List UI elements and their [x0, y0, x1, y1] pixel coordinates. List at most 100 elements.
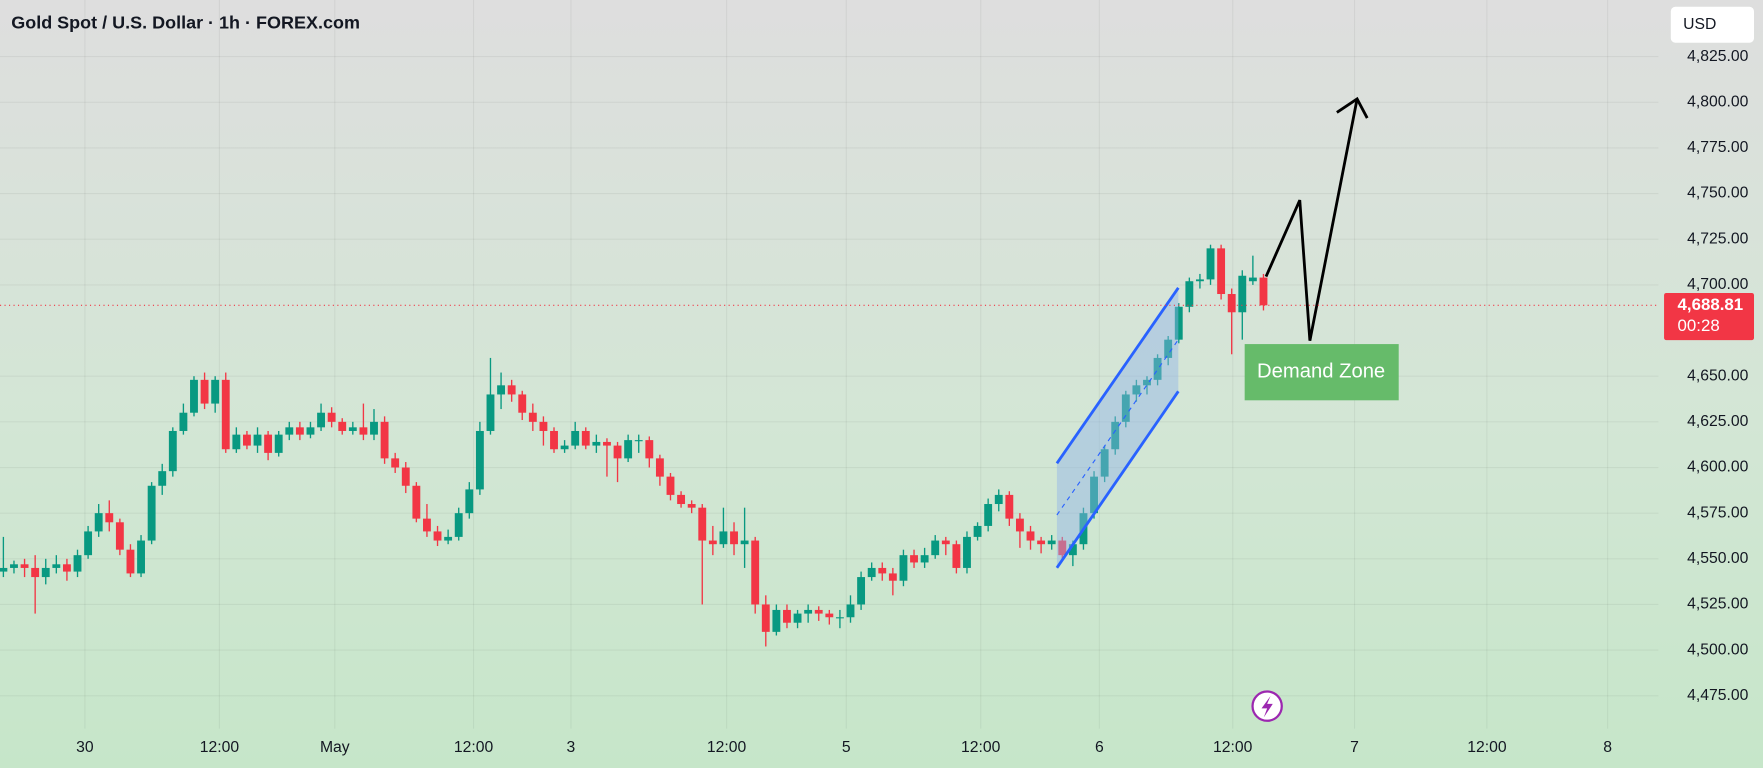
candle-body: [1174, 306, 1183, 340]
arrow-head: [1336, 96, 1369, 119]
y-tick-label: 4,600.00: [1687, 459, 1748, 476]
candle-body: [1132, 385, 1141, 395]
candle-body: [0, 567, 8, 572]
y-tick-label: 4,525.00: [1687, 596, 1748, 613]
y-tick-label: 4,750.00: [1687, 185, 1748, 202]
candle-body: [984, 504, 993, 526]
candle-body: [179, 412, 188, 431]
candle-body: [507, 385, 516, 395]
candle-body: [666, 476, 675, 495]
candle-body: [200, 379, 209, 404]
candle-body: [1005, 494, 1014, 519]
candle-body: [84, 531, 93, 556]
candle-body: [772, 609, 781, 632]
candle-body: [571, 430, 580, 446]
price-box: [1664, 292, 1755, 341]
candle-body: [952, 544, 961, 568]
y-tick-label: 4,475.00: [1687, 687, 1748, 704]
candle-body: [634, 440, 643, 442]
x-tick-label: 6: [1095, 739, 1104, 756]
candle-body: [380, 421, 389, 459]
projection-arrow: [1264, 96, 1369, 341]
candle-body: [221, 379, 230, 450]
candle-body: [465, 489, 474, 514]
candle-body: [31, 567, 40, 578]
candle-body: [105, 513, 114, 523]
candle-body: [158, 471, 167, 486]
y-tick-label: 4,500.00: [1687, 641, 1748, 658]
candle-body: [1259, 277, 1268, 306]
candle-body: [931, 540, 940, 556]
candle-body: [497, 385, 506, 395]
candle-body: [486, 394, 495, 431]
x-tick-label: 12:00: [707, 739, 747, 756]
candle-body: [941, 540, 950, 545]
candle-body: [359, 427, 368, 435]
candle-body: [539, 421, 548, 431]
candle-body: [730, 531, 738, 545]
candle-body: [1195, 279, 1204, 282]
candle-body: [645, 440, 654, 459]
candle-body: [878, 567, 887, 574]
candle-body: [1217, 248, 1226, 295]
candles: [0, 244, 1268, 647]
candle-body: [1090, 476, 1098, 514]
lightning-icon[interactable]: [1251, 690, 1283, 722]
candle-body: [910, 555, 918, 563]
y-tick-label: 4,775.00: [1687, 139, 1748, 156]
x-tick-label: 12:00: [200, 739, 240, 756]
currency-box[interactable]: [1670, 6, 1755, 43]
candle-body: [137, 540, 145, 574]
candle-body: [899, 555, 908, 581]
y-tick-label: 4,725.00: [1687, 230, 1748, 247]
candle-body: [190, 379, 198, 413]
candle-body: [401, 467, 410, 486]
candle-body: [1206, 248, 1215, 280]
candle-body: [1037, 540, 1046, 545]
x-tick-label: 7: [1350, 739, 1359, 756]
x-tick-label: 12:00: [961, 739, 1001, 756]
candle-body: [920, 555, 929, 563]
channel-fill: [1056, 287, 1179, 568]
candle-body: [994, 494, 1003, 505]
candle-body: [1164, 339, 1173, 358]
candle-body: [761, 604, 770, 632]
candle-body: [1068, 544, 1077, 556]
x-tick-label: 12:00: [1213, 739, 1253, 756]
last-price-tag: 4,688.81 00:28: [1664, 292, 1755, 341]
candle-body: [317, 412, 325, 428]
candle-body: [444, 536, 453, 541]
candle-body: [835, 617, 844, 619]
candle-body: [327, 412, 336, 422]
candle-body: [518, 394, 527, 413]
candle-body: [1185, 281, 1194, 307]
candle-body: [423, 518, 431, 532]
candle-body: [242, 434, 251, 446]
candle-body: [168, 430, 177, 472]
candle-body: [1227, 294, 1236, 313]
candle-body: [1248, 277, 1257, 282]
candle-body: [274, 434, 283, 453]
candle-body: [211, 379, 220, 404]
x-tick-label: May: [320, 739, 350, 756]
candle-body: [232, 434, 241, 450]
candle-body: [1121, 394, 1130, 422]
candle-body: [433, 531, 442, 541]
channel-lower: [1055, 390, 1180, 569]
x-tick-label: 12:00: [454, 739, 494, 756]
chart-title: Gold Spot / U.S. Dollar · 1h · FOREX.com: [11, 12, 360, 32]
arrow-path: [1264, 98, 1359, 341]
y-tick-label: 4,825.00: [1687, 48, 1748, 65]
candle-body: [20, 564, 29, 568]
candle-body: [52, 564, 61, 568]
candle-body: [1238, 275, 1247, 313]
currency-button[interactable]: USD: [1670, 6, 1755, 43]
candle-body: [147, 485, 156, 541]
candle-body: [1143, 379, 1151, 386]
candle-body: [603, 441, 611, 446]
x-tick-label: 30: [76, 739, 94, 756]
channel-upper: [1055, 287, 1180, 465]
candle-body: [793, 613, 802, 623]
candle-body: [1058, 540, 1067, 556]
